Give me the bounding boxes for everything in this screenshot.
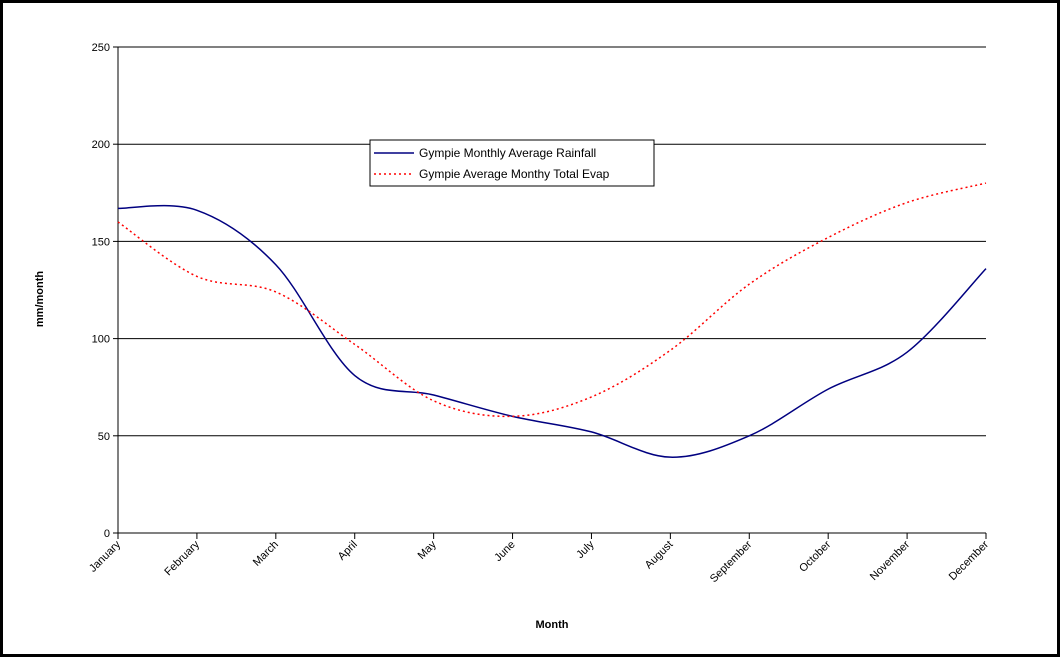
y-tick-label: 250 bbox=[92, 42, 110, 54]
x-tick-label: March bbox=[251, 539, 281, 569]
legend: Gympie Monthly Average Rainfall Gympie A… bbox=[369, 139, 655, 187]
x-tick-label: May bbox=[416, 538, 440, 562]
x-tick-label: February bbox=[162, 538, 202, 578]
legend-label-rainfall: Gympie Monthly Average Rainfall bbox=[419, 146, 596, 160]
series-line-evap bbox=[117, 182, 987, 418]
y-axis-title: mm/month bbox=[34, 271, 46, 328]
legend-box bbox=[369, 139, 655, 187]
y-tick-label: 100 bbox=[92, 334, 110, 346]
legend-label-evap: Gympie Average Monthy Total Evap bbox=[419, 167, 610, 181]
x-tick-label: October bbox=[797, 538, 833, 574]
x-tick-label: July bbox=[574, 538, 597, 561]
y-tick-label: 150 bbox=[92, 236, 110, 248]
x-tick-label: January bbox=[87, 538, 124, 575]
y-tick-label: 50 bbox=[98, 431, 110, 443]
x-tick-label: April bbox=[336, 539, 360, 563]
x-tick-label: June bbox=[492, 539, 517, 564]
x-tick-label: December bbox=[947, 538, 992, 583]
x-axis-title: Month bbox=[536, 619, 569, 631]
y-tick-label: 200 bbox=[92, 139, 110, 151]
x-tick-label: September bbox=[708, 538, 755, 585]
series-line-rainfall bbox=[117, 204, 987, 458]
y-tick-label: 0 bbox=[104, 528, 110, 540]
x-tick-label: August bbox=[643, 539, 676, 572]
x-tick-label: November bbox=[868, 538, 913, 583]
